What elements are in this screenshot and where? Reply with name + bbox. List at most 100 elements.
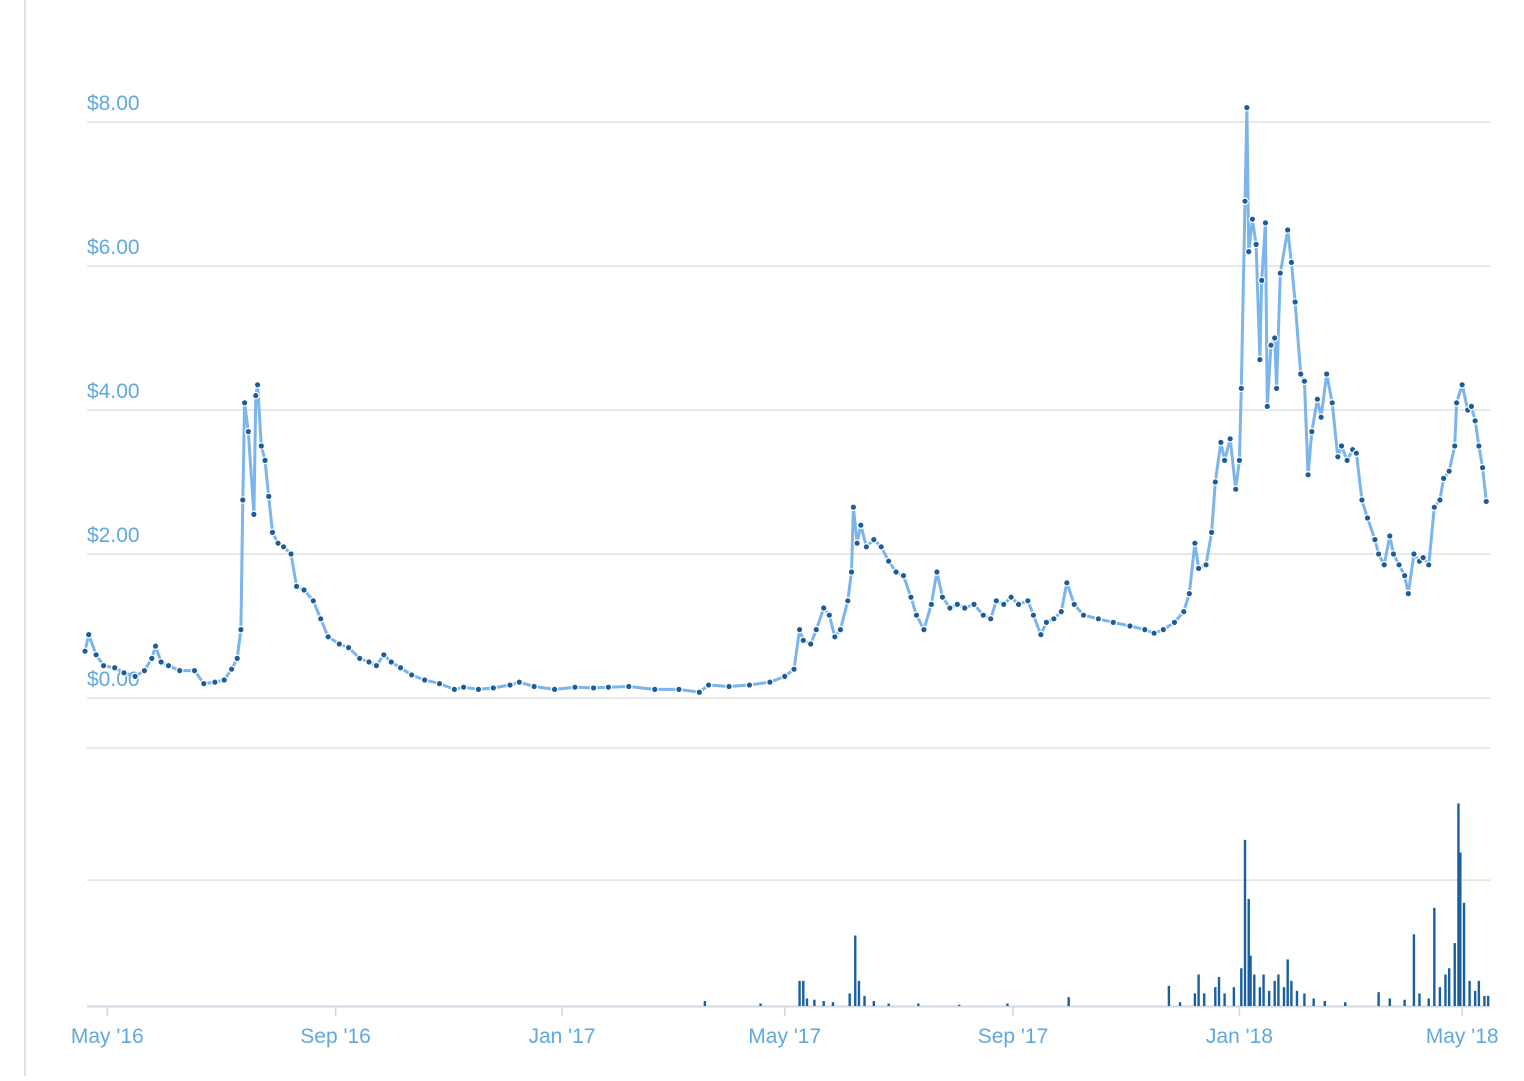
price-point [435, 679, 444, 688]
price-point [287, 550, 295, 558]
price-point [316, 614, 325, 623]
price-point [1317, 413, 1325, 422]
price-point [1424, 560, 1433, 569]
price-point [81, 647, 89, 656]
price-point [571, 683, 579, 692]
price-point [1419, 553, 1427, 562]
price-point [515, 678, 524, 686]
price-point [264, 492, 273, 501]
price-point [151, 642, 160, 650]
volume-bar [1217, 977, 1221, 1006]
price-point [1179, 607, 1188, 616]
price-point [1291, 298, 1299, 306]
price-point [1094, 614, 1103, 623]
y-tick-label: $0.00 [87, 668, 140, 691]
price-point [625, 682, 633, 691]
price-point [1007, 593, 1015, 602]
price-point [344, 643, 353, 652]
price-point [550, 685, 559, 694]
price-point [1170, 618, 1179, 627]
volume-bar [1202, 993, 1206, 1006]
price-point [84, 630, 93, 639]
volume-bar [1377, 992, 1380, 1006]
price-point [1471, 416, 1479, 425]
price-point [884, 557, 893, 566]
price-point [1450, 442, 1459, 450]
price-point [1014, 600, 1023, 609]
price-point [1231, 485, 1240, 494]
volume-bar [1240, 968, 1243, 1006]
price-point [1217, 438, 1225, 447]
volume-bar [1462, 902, 1466, 1006]
volume-bar [1427, 998, 1430, 1006]
price-point [1430, 503, 1439, 512]
volume-bar [1468, 980, 1471, 1006]
price-point [335, 640, 344, 648]
volume-bar [1344, 1002, 1347, 1006]
price-point [849, 503, 858, 512]
x-tick-label: May '17 [748, 1025, 821, 1048]
volume-bar [1388, 998, 1391, 1006]
price-point [1140, 625, 1149, 634]
price-point [1478, 463, 1487, 472]
price-point [407, 671, 416, 679]
price-point [790, 665, 798, 674]
price-point [190, 666, 199, 675]
price-point [237, 625, 245, 634]
price-point [912, 611, 921, 620]
volume-bar [1433, 907, 1436, 1006]
volume-bar [1312, 998, 1315, 1006]
price-point [1194, 564, 1203, 573]
volume-bar [805, 998, 809, 1006]
y-tick-label: $8.00 [87, 92, 140, 115]
price-point [938, 593, 947, 602]
price-point [1185, 589, 1194, 598]
price-point [1235, 456, 1244, 465]
price-point [1037, 630, 1045, 639]
price-point [825, 611, 834, 620]
volume-bar [1447, 968, 1451, 1006]
price-point [795, 625, 804, 634]
price-point [675, 685, 683, 694]
volume-bar [1483, 995, 1486, 1006]
volume-bar [1418, 993, 1421, 1006]
volume-bar [1258, 987, 1262, 1006]
price-point [324, 632, 332, 641]
price-point [387, 658, 396, 666]
price-point [1304, 470, 1312, 479]
volume-bar [1286, 959, 1289, 1006]
price-point [847, 568, 856, 576]
volume-bar [857, 980, 861, 1006]
volume-bar [848, 993, 851, 1006]
price-point [300, 586, 308, 594]
price-point [725, 682, 733, 691]
price-point [857, 521, 865, 530]
volume-bar [1193, 993, 1197, 1006]
price-point [946, 604, 954, 612]
price-point [1252, 240, 1260, 249]
price-point [251, 391, 260, 400]
price-point [992, 596, 1001, 605]
x-tick-label: Sep '17 [978, 1025, 1049, 1048]
price-point [131, 672, 139, 681]
price-point [1371, 535, 1379, 544]
volume-bar [1459, 852, 1462, 1006]
price-point [1352, 449, 1361, 458]
price-point [274, 539, 282, 548]
volume-bar [1403, 999, 1406, 1006]
volume-bar [1249, 955, 1252, 1006]
volume-bar [1282, 987, 1286, 1006]
price-point [474, 685, 483, 694]
price-point [960, 604, 969, 612]
y-tick-label: $2.00 [87, 524, 140, 547]
price-point [1436, 496, 1444, 504]
price-point [806, 640, 815, 648]
price-point [1467, 402, 1476, 411]
volume-bar [854, 935, 857, 1006]
volume-bar [1323, 1000, 1327, 1006]
price-point [450, 685, 459, 694]
price-point [1237, 384, 1246, 393]
volume-bar [759, 1003, 762, 1006]
volume-bar [1247, 899, 1250, 1006]
price-point [309, 596, 318, 605]
